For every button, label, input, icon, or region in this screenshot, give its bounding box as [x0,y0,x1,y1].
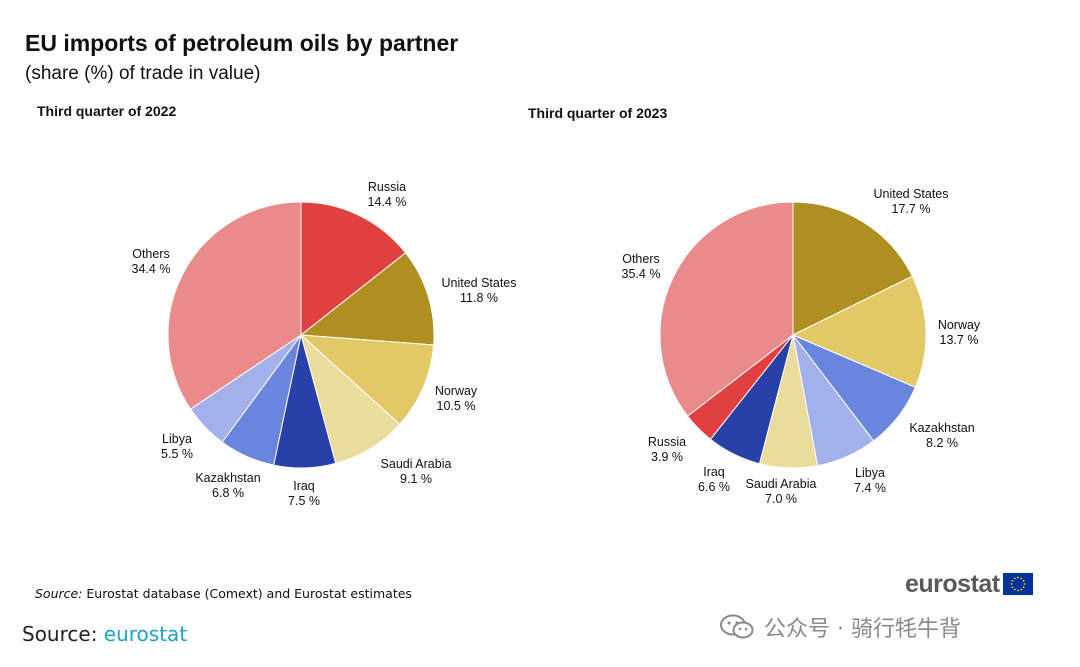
slice-united-states [792,201,913,336]
source-key: Source: [35,586,83,601]
label-kazakhstan: Kazakhstan 6.8 % [195,471,260,500]
pie-1 [659,201,927,469]
watermark: 公众号 · 骑行牦牛背 [720,611,961,643]
slice-others [167,201,302,410]
label-libya: Libya 5.5 % [161,432,193,461]
eurostat-logo: eurostat [905,570,1033,598]
eurostat-link[interactable]: eurostat [103,622,188,646]
pie-title-2023: Third quarter of 2023 [528,105,668,121]
label-saudi-arabia: Saudi Arabia 7.0 % [746,477,817,506]
label-others: Others 35.4 % [622,252,661,281]
chart-title: EU imports of petroleum oils by partner [25,30,459,56]
label-others: Others 34.4 % [132,247,171,276]
label-norway: Norway 13.7 % [938,318,981,347]
pie-charts: Russia 14.4 % United States 11.8 % Norway 10.… [132,180,981,508]
label-iraq: Iraq 6.6 % [698,465,730,494]
slice-norway [299,334,435,425]
label-russia: Russia 14.4 % [368,180,407,209]
watermark-text: 公众号 · 骑行牦牛背 [764,617,961,642]
chart-subtitle: (share (%) of trade in value) [25,63,261,84]
logo-text: eurostat [905,569,1000,598]
label-kazakhstan: Kazakhstan 8.2 % [909,421,974,450]
pie-title-2022: Third quarter of 2022 [37,103,177,119]
label-united-states: United States 17.7 % [873,187,948,216]
label-saudi-arabia: Saudi Arabia 9.1 % [381,457,452,486]
label-norway: Norway 10.5 % [435,384,478,413]
source-text: Eurostat database (Comext) and Eurostat … [86,586,412,601]
source-note: Source: Eurostat database (Comext) and E… [35,586,412,601]
slice-norway [791,275,927,388]
label-libya: Libya 7.4 % [854,466,886,495]
label-russia: Russia 3.9 % [648,435,686,464]
source-prefix: Source: [22,622,104,646]
wechat-icon [720,614,754,639]
slice-russia [300,201,407,337]
slice-united-states [299,252,435,346]
slice-others [659,201,794,417]
source-line: Source: eurostat [22,622,187,646]
eu-flag-icon [1002,573,1033,595]
label-iraq: Iraq 7.5 % [288,479,320,508]
label-united-states: United States 11.8 % [441,276,516,305]
pie-0 [167,201,435,469]
